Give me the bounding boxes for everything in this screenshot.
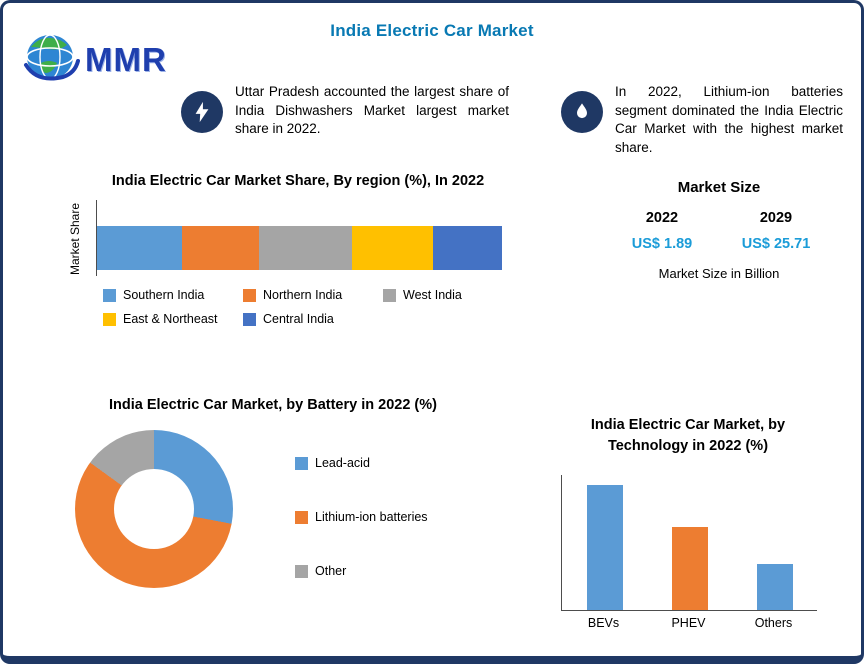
tech-plot — [561, 475, 817, 612]
legend-item: Southern India — [103, 288, 243, 302]
legend-label: Other — [315, 564, 347, 579]
tech-chart-title: India Electric Car Market, by Technology… — [590, 417, 786, 455]
region-chart: India Electric Car Market Share, By regi… — [58, 171, 538, 326]
market-size-value: US$ 1.89 — [631, 236, 693, 252]
market-size-title: Market Size — [677, 179, 761, 196]
legend-swatch — [295, 564, 308, 578]
legend-item: Other — [295, 564, 428, 578]
market-size-value: US$ 25.71 — [741, 236, 811, 252]
battery-donut — [75, 430, 233, 589]
region-ylabel: Market Share — [68, 203, 82, 276]
legend-label: Lead-acid — [315, 456, 370, 471]
tech-xtick: PHEV — [671, 616, 706, 631]
legend-item: Lead-acid — [295, 456, 428, 470]
legend-swatch — [103, 312, 116, 326]
insight-left: Uttar Pradesh accounted the largest shar… — [181, 83, 517, 139]
battery-chart: India Electric Car Market, by Battery in… — [53, 395, 493, 589]
insight-right-text: In 2022, Lithium-ion batteries segment d… — [615, 84, 843, 155]
battery-legend: Lead-acid Lithium-ion batteries Other — [295, 456, 428, 588]
market-size-columns: 2022 US$ 1.89 2029 US$ 25.71 — [587, 210, 851, 252]
lightning-icon — [181, 91, 223, 133]
legend-item: West India — [383, 288, 523, 302]
legend-swatch — [295, 510, 308, 524]
globe-icon — [23, 29, 81, 90]
tech-bar-Others — [756, 564, 793, 611]
page-title: India Electric Car Market — [330, 21, 534, 40]
insight-right: In 2022, Lithium-ion batteries segment d… — [561, 83, 853, 158]
battery-donut-wrap: Lead-acid Lithium-ion batteries Other — [53, 430, 493, 589]
legend-swatch — [243, 312, 256, 326]
tech-bar-BEVs — [586, 485, 623, 611]
region-y-axis — [96, 200, 97, 277]
region-segment — [182, 226, 259, 271]
legend-label: West India — [403, 288, 462, 303]
market-size-year: 2029 — [759, 210, 793, 226]
legend-label: Central India — [263, 312, 334, 327]
market-size-panel: Market Size 2022 US$ 1.89 2029 US$ 25.71… — [587, 179, 851, 281]
legend-swatch — [103, 288, 116, 302]
region-segment — [433, 226, 502, 271]
market-size-col-2029: 2029 US$ 25.71 — [736, 210, 816, 252]
insight-left-text: Uttar Pradesh accounted the largest shar… — [235, 84, 509, 137]
region-plot: Market Share — [58, 200, 538, 278]
mmr-logo: MMR — [23, 29, 167, 90]
legend-swatch — [383, 288, 396, 302]
legend-label: Lithium-ion batteries — [315, 510, 428, 525]
tech-xlabels: BEVs PHEV Others — [561, 616, 816, 630]
legend-label: Northern India — [263, 288, 343, 303]
flame-icon — [561, 91, 603, 133]
legend-item: East & Northeast — [103, 312, 243, 326]
region-segment — [352, 226, 434, 271]
legend-item: Northern India — [243, 288, 383, 302]
region-segment — [259, 226, 353, 271]
market-size-note: Market Size in Billion — [658, 266, 780, 281]
tech-bar-PHEV — [671, 526, 708, 611]
tech-chart: India Electric Car Market, by Technology… — [538, 415, 838, 630]
region-bar — [97, 226, 502, 271]
battery-donut-hole — [114, 469, 194, 550]
legend-item: Central India — [243, 312, 383, 326]
logo-text: MMR — [85, 40, 167, 78]
region-chart-title: India Electric Car Market Share, By regi… — [111, 173, 485, 189]
battery-chart-title: India Electric Car Market, by Battery in… — [109, 397, 437, 413]
market-size-year: 2022 — [645, 210, 679, 226]
tech-bars — [562, 475, 817, 611]
market-size-col-2022: 2022 US$ 1.89 — [622, 210, 702, 252]
legend-swatch — [295, 456, 308, 470]
tech-xtick: Others — [754, 616, 793, 631]
region-legend: Southern India Northern India West India Ea… — [103, 288, 531, 326]
region-segment — [97, 226, 183, 271]
legend-item: Lithium-ion batteries — [295, 510, 428, 524]
legend-label: Southern India — [123, 288, 205, 303]
legend-swatch — [243, 288, 256, 302]
tech-xtick: BEVs — [587, 616, 620, 631]
legend-label: East & Northeast — [123, 312, 218, 327]
